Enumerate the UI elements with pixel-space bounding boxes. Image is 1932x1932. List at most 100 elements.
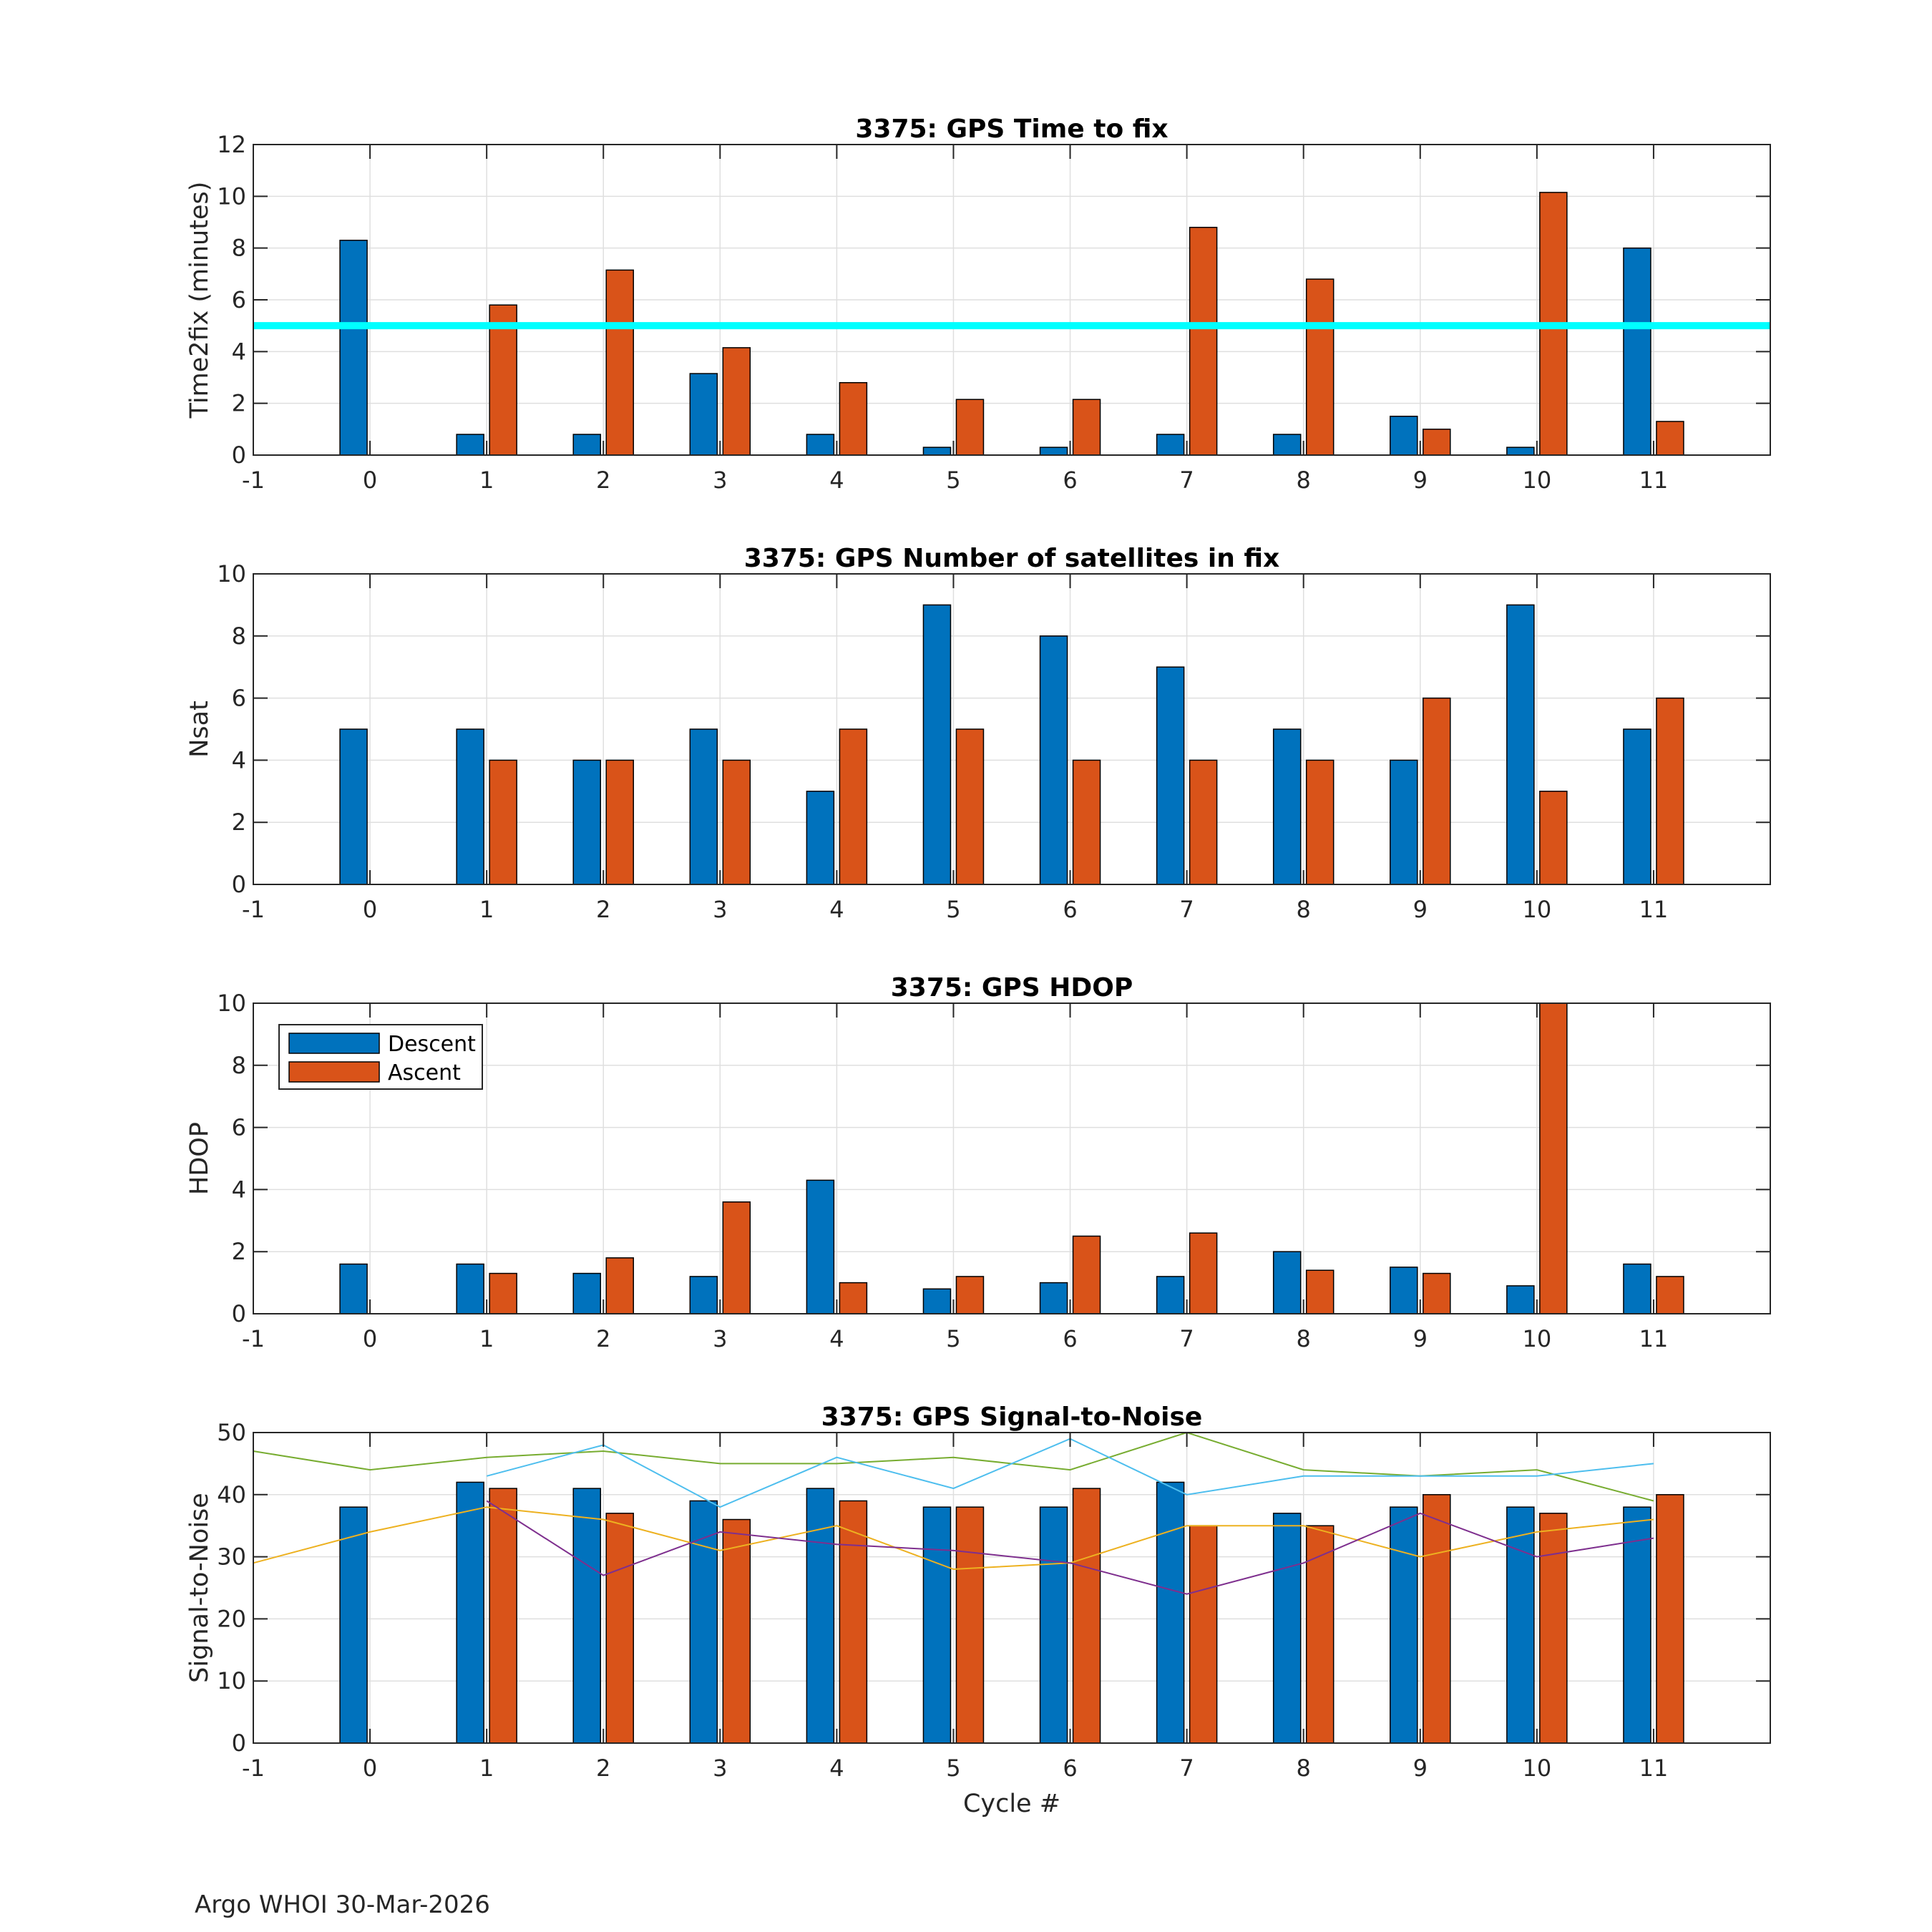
x-axis-label: Cycle # (963, 1790, 1060, 1818)
descent-bar (1390, 1506, 1418, 1744)
y-tick-label: 4 (232, 746, 246, 774)
y-tick-label: 4 (232, 338, 246, 365)
descent-bar (806, 434, 835, 456)
x-tick-label: -1 (242, 467, 265, 494)
x-tick-label: 0 (363, 896, 377, 923)
x-tick-label: 4 (829, 1755, 844, 1782)
y-axis-label: Signal-to-Noise (185, 1493, 214, 1683)
x-tick-label: 5 (946, 1325, 960, 1352)
x-tick-label: 7 (1179, 467, 1194, 494)
y-axis-label: HDOP (185, 1122, 214, 1195)
ascent-bar (1189, 226, 1218, 456)
x-tick-label: 3 (713, 1755, 727, 1782)
y-tick-label: 4 (232, 1176, 246, 1203)
ascent-bar (1305, 1525, 1335, 1744)
x-tick-label: -1 (242, 1755, 265, 1782)
x-tick-label: 9 (1413, 1325, 1428, 1352)
ascent-bar (1189, 1525, 1218, 1744)
x-tick-label: 7 (1179, 1325, 1194, 1352)
ascent-bar (1305, 759, 1335, 885)
descent-bar (572, 1488, 601, 1744)
ascent-bar (605, 1257, 634, 1314)
y-tick-label: 8 (232, 235, 246, 262)
x-tick-label: 5 (946, 467, 960, 494)
x-tick-label: 3 (713, 896, 727, 923)
descent-bar (1623, 247, 1652, 456)
y-tick-label: 8 (232, 623, 246, 650)
ascent-bar (1072, 1488, 1101, 1744)
descent-bar (1506, 447, 1535, 456)
descent-bar (689, 1500, 718, 1744)
ascent-bar (955, 1506, 985, 1744)
x-tick-label: 2 (596, 467, 610, 494)
x-tick-label: 8 (1297, 896, 1311, 923)
descent-bar (1156, 1276, 1185, 1314)
descent-bar (1272, 434, 1302, 456)
ascent-bar (489, 304, 517, 456)
x-tick-label: 5 (946, 896, 960, 923)
x-tick-label: 6 (1063, 467, 1077, 494)
ascent-bar (722, 347, 751, 456)
axes-box (253, 573, 1771, 885)
descent-bar (1156, 434, 1185, 456)
y-tick-label: 8 (232, 1052, 246, 1079)
descent-bar (689, 728, 718, 885)
descent-bar (1039, 1506, 1068, 1744)
y-tick-label: 40 (217, 1481, 246, 1508)
ascent-bar (489, 1272, 517, 1314)
x-tick-label: 9 (1413, 467, 1428, 494)
y-axis-label: Time2fix (minutes) (185, 182, 214, 419)
ascent-bar (1072, 399, 1101, 456)
x-tick-label: 9 (1413, 896, 1428, 923)
descent-bar (922, 1506, 952, 1744)
descent-bar (456, 1263, 484, 1314)
ascent-bar (1072, 1235, 1101, 1314)
descent-bar (1039, 1282, 1068, 1314)
ascent-bar (955, 728, 985, 885)
descent-bar (339, 1506, 368, 1744)
x-tick-label: 11 (1639, 467, 1669, 494)
x-tick-label: 1 (479, 896, 494, 923)
descent-bar (922, 604, 952, 885)
x-tick-label: 4 (829, 896, 844, 923)
x-tick-label: 8 (1297, 467, 1311, 494)
descent-bar (1039, 635, 1068, 885)
descent-bar (572, 434, 601, 456)
x-tick-label: 4 (829, 1325, 844, 1352)
legend-swatch-descent (288, 1033, 380, 1054)
ascent-bar (1423, 1494, 1451, 1744)
ascent-bar (722, 759, 751, 885)
descent-bar (922, 1288, 952, 1314)
descent-bar (1272, 1513, 1302, 1744)
descent-bar (1039, 447, 1068, 456)
chart-title: 3375: GPS Time to fix (855, 114, 1168, 144)
x-tick-label: 1 (479, 467, 494, 494)
x-tick-label: 8 (1297, 1325, 1311, 1352)
y-tick-label: 10 (217, 990, 246, 1017)
descent-bar (1156, 666, 1185, 885)
x-tick-label: 11 (1639, 1325, 1669, 1352)
x-tick-label: 3 (713, 1325, 727, 1352)
axes-box (253, 1002, 1771, 1314)
x-tick-label: 10 (1522, 1325, 1551, 1352)
ascent-bar (839, 381, 868, 456)
x-tick-label: -1 (242, 1325, 265, 1352)
y-axis-label: Nsat (185, 701, 214, 758)
descent-bar (1272, 1251, 1302, 1314)
ascent-bar (1539, 1513, 1568, 1744)
y-tick-label: 30 (217, 1543, 246, 1571)
ascent-bar (1072, 759, 1101, 885)
y-tick-label: 2 (232, 390, 246, 417)
y-tick-label: 6 (232, 685, 246, 712)
x-tick-label: 2 (596, 896, 610, 923)
ascent-bar (1539, 1002, 1568, 1314)
descent-bar (456, 434, 484, 456)
x-tick-label: 7 (1179, 1755, 1194, 1782)
ascent-bar (1423, 429, 1451, 456)
chart-title: 3375: GPS Number of satellites in fix (744, 544, 1280, 573)
snr-line-4 (486, 1500, 1654, 1595)
ascent-bar (1656, 1276, 1684, 1314)
ascent-bar (722, 1518, 751, 1744)
ascent-bar (1656, 697, 1684, 885)
